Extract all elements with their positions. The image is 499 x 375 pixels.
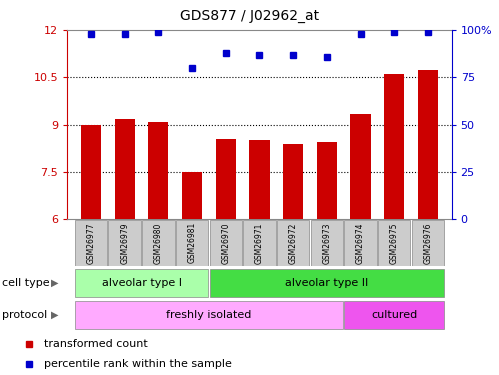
Text: ▶: ▶ [51,310,59,320]
FancyBboxPatch shape [75,220,107,266]
Bar [81,124,101,219]
Bar [283,144,303,219]
FancyBboxPatch shape [75,269,208,297]
FancyBboxPatch shape [108,220,141,266]
FancyBboxPatch shape [75,301,343,329]
Bar [384,74,404,219]
Text: GSM26971: GSM26971 [255,222,264,264]
FancyBboxPatch shape [344,220,377,266]
Text: cell type: cell type [2,278,50,288]
FancyBboxPatch shape [311,220,343,266]
Text: alveolar type I: alveolar type I [101,278,182,288]
FancyBboxPatch shape [142,220,175,266]
Text: GSM26981: GSM26981 [188,222,197,263]
Text: GSM26970: GSM26970 [221,222,230,264]
Bar [216,139,236,219]
FancyBboxPatch shape [210,220,242,266]
Text: percentile rank within the sample: percentile rank within the sample [43,359,232,369]
Text: freshly isolated: freshly isolated [166,310,251,320]
FancyBboxPatch shape [277,220,309,266]
Bar [115,119,135,219]
FancyBboxPatch shape [412,220,444,266]
FancyBboxPatch shape [244,220,275,266]
Text: GSM26976: GSM26976 [424,222,433,264]
Text: GSM26974: GSM26974 [356,222,365,264]
Text: GSM26975: GSM26975 [390,222,399,264]
FancyBboxPatch shape [210,269,444,297]
Text: GSM26977: GSM26977 [86,222,95,264]
Text: ▶: ▶ [51,278,59,288]
Bar [350,114,371,219]
Text: GSM26980: GSM26980 [154,222,163,264]
Text: GSM26972: GSM26972 [289,222,298,264]
FancyBboxPatch shape [344,301,444,329]
Bar [182,172,202,219]
Text: cultured: cultured [371,310,418,320]
Bar [418,70,438,219]
Bar [317,142,337,219]
Text: GSM26979: GSM26979 [120,222,129,264]
Text: protocol: protocol [2,310,48,320]
Bar [250,141,269,219]
FancyBboxPatch shape [176,220,208,266]
Text: GDS877 / J02962_at: GDS877 / J02962_at [180,9,319,23]
FancyBboxPatch shape [378,220,411,266]
Bar [148,122,169,219]
Text: transformed count: transformed count [43,339,147,349]
Text: GSM26973: GSM26973 [322,222,331,264]
Text: alveolar type II: alveolar type II [285,278,369,288]
